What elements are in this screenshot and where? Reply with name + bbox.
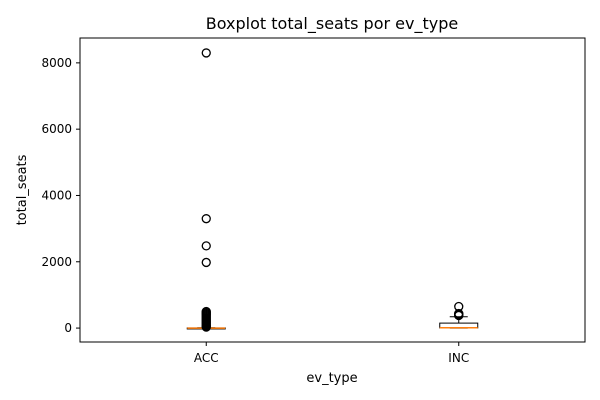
x-axis: ACC INC [194, 342, 469, 365]
plot-area [79, 37, 586, 343]
outlier-point [201, 241, 211, 251]
y-tick-label: 0 [64, 321, 72, 335]
chart-title: Boxplot total_seats por ev_type [206, 14, 458, 34]
y-tick-label: 2000 [41, 255, 72, 269]
y-axis-label: total_seats [15, 154, 30, 225]
outlier-point [454, 310, 464, 321]
boxes-layer [186, 48, 479, 332]
y-tick-label: 8000 [41, 56, 72, 70]
y-axis: 0 2000 4000 6000 8000 [41, 56, 80, 335]
outlier-point [201, 322, 211, 332]
y-tick-label: 6000 [41, 122, 72, 136]
outlier-point [201, 214, 211, 224]
x-tick-label: ACC [194, 351, 219, 365]
x-axis-label: ev_type [306, 371, 357, 386]
box-inc [439, 301, 479, 329]
y-tick-label: 4000 [41, 188, 72, 202]
x-tick-label: INC [448, 351, 469, 365]
outlier-point [201, 257, 211, 268]
outlier-point [201, 48, 211, 58]
box-acc [186, 48, 226, 332]
